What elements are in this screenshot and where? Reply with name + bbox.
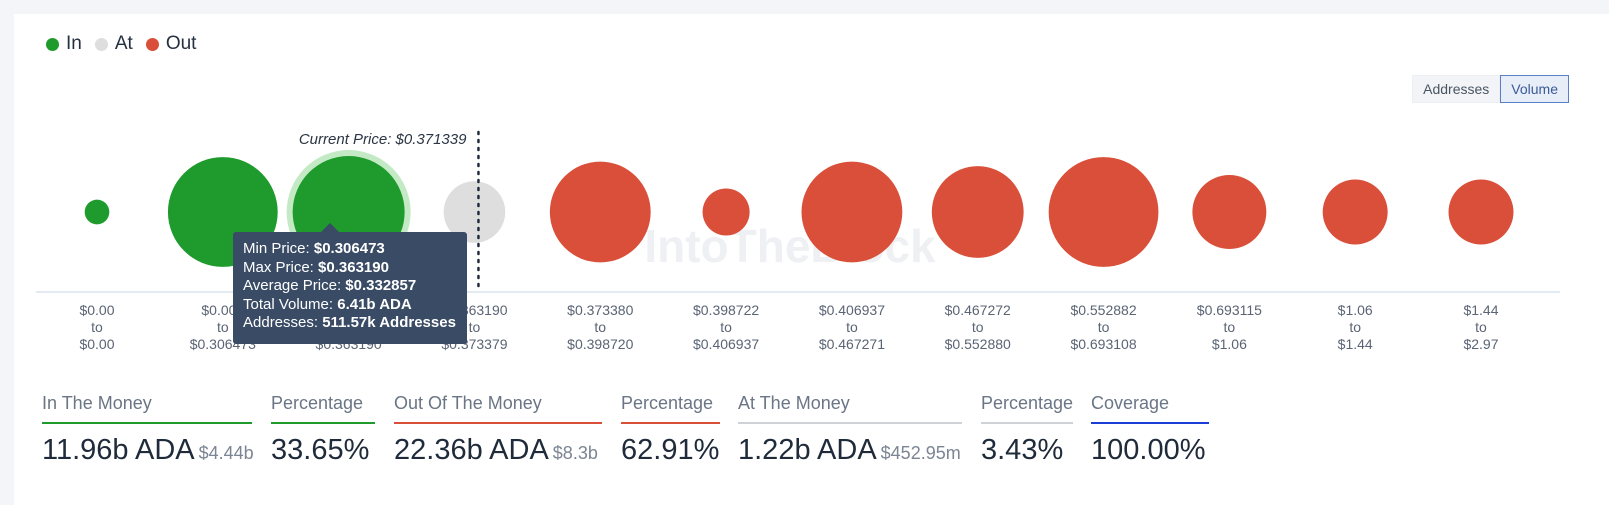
bubble-out[interactable] [1448,179,1514,245]
range-to-label: to [1349,319,1361,335]
tooltip-min-row: Min Price: $0.306473 [243,240,385,257]
range-low-label: $0.406937 [819,302,885,318]
bubble-out[interactable] [702,188,750,236]
bubble-out[interactable] [1322,179,1388,245]
bubble-out[interactable] [1048,157,1159,267]
range-to-label: to [217,319,229,335]
stat-value: 62.91% [621,434,720,466]
stat-at-the-money: At The Money 1.22b ADA $452.95m [738,393,962,467]
range-high-label: $0.406937 [693,336,759,352]
range-low-label: $0.467272 [945,302,1011,318]
current-price-label: Current Price: $0.371339 [299,131,467,148]
range-low-label: $1.06 [1338,302,1373,318]
range-to-label: to [1475,319,1487,335]
range-low-label: $0.693115 [1197,302,1262,318]
legend-label-in: In [66,33,82,54]
range-to-label: to [720,319,732,335]
stat-label: Percentage [271,393,375,424]
stat-at-percentage: Percentage 3.43% [981,393,1073,467]
stat-value: 100.00% [1091,434,1206,466]
range-to-label: to [1224,319,1236,335]
stat-label: At The Money [738,393,962,424]
stat-label: In The Money [42,393,252,424]
stat-label: Percentage [621,393,720,424]
range-low-label: $0.552882 [1070,302,1136,318]
tooltip-addresses-row: Addresses: 511.57k Addresses [243,314,456,331]
bubble-at[interactable] [443,181,506,243]
range-to-label: to [846,319,858,335]
range-high-label: $0.552880 [945,336,1011,352]
legend-item-out[interactable]: Out [145,33,197,55]
legend: In At Out [46,33,209,55]
stat-label: Out Of The Money [394,393,602,424]
bucket-tooltip: Min Price: $0.306473 Max Price: $0.36319… [233,223,467,344]
range-to-label: to [91,319,103,335]
bubble-out[interactable] [1192,175,1267,249]
stat-value: 33.65% [271,434,370,466]
stat-value: 11.96b ADA $4.44b [42,434,254,466]
legend-dot-out [145,37,159,51]
stat-label: Percentage [981,393,1073,424]
stat-in-percentage: Percentage 33.65% [271,393,375,467]
legend-dot-in [46,37,59,51]
range-high-label: $0.467271 [819,336,885,352]
tooltip-max-row: Max Price: $0.363190 [243,258,389,276]
legend-label-at: At [114,33,133,54]
volume-button[interactable]: Volume [1500,75,1569,103]
range-high-label: $0.398720 [567,336,633,352]
legend-item-at[interactable]: At [94,33,133,55]
tooltip-avg-row: Average Price: $0.332857 [243,277,417,294]
stat-out-percentage: Percentage 62.91% [621,393,720,467]
range-low-label: $0.00 [79,302,114,318]
range-high-label: $1.06 [1212,336,1247,352]
range-high-label: $0.693108 [1070,336,1136,352]
summary-stats: In The Money 11.96b ADA $4.44b Percentage… [0,393,1609,473]
legend-dot-at [94,37,108,51]
range-high-label: $2.97 [1463,336,1498,352]
bubble-out[interactable] [931,166,1024,258]
range-low-label: $0.373380 [567,302,633,318]
range-to-label: to [1098,319,1110,335]
addresses-button[interactable]: Addresses [1412,75,1501,103]
legend-item-in[interactable]: In [46,33,82,55]
stat-value: 1.22b ADA $452.95m [738,434,961,466]
range-low-label: $0.398722 [693,302,759,318]
stat-in-the-money: In The Money 11.96b ADA $4.44b [42,393,254,467]
bubble-out[interactable] [549,161,651,263]
range-to-label: to [972,319,984,335]
bubble-in[interactable] [84,199,110,225]
stat-value: 3.43% [981,434,1064,466]
stat-out-of-the-money: Out Of The Money 22.36b ADA $8.3b [394,393,602,467]
range-high-label: $0.00 [79,336,114,352]
stat-value: 22.36b ADA $8.3b [394,434,598,466]
range-low-label: $1.44 [1463,302,1498,318]
range-high-label: $1.44 [1338,336,1373,352]
range-to-label: to [594,319,606,335]
legend-label-out: Out [165,33,197,54]
range-to-label: to [469,319,481,335]
metric-toggle: Addresses Volume [1412,75,1569,103]
tooltip-volume-row: Total Volume: 6.41b ADA [243,295,412,313]
bubble-out[interactable] [801,161,903,263]
stat-coverage: Coverage 100.00% [1091,393,1209,467]
stat-label: Coverage [1091,393,1209,424]
